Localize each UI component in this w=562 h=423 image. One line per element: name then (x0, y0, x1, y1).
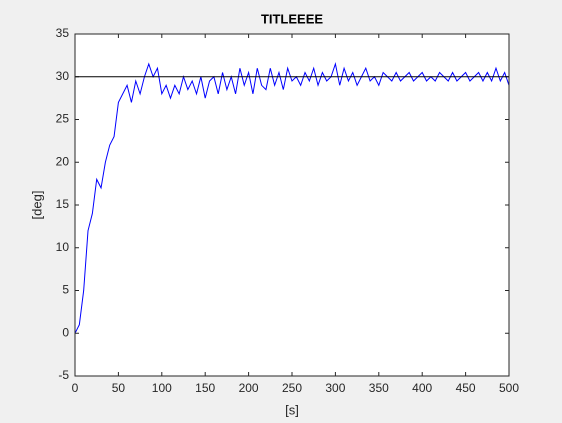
y-tick-label: 5 (62, 283, 69, 297)
y-tick-label: 0 (62, 325, 69, 339)
data-line (74, 62, 510, 334)
x-tick-label: 150 (195, 381, 215, 395)
x-axis-label: [s] (285, 402, 299, 417)
axes-frame (74, 33, 510, 377)
x-tick-label: 0 (72, 381, 79, 395)
y-tick-label: -5 (58, 368, 69, 382)
axes-background (75, 34, 509, 376)
y-tick-label: 30 (56, 69, 70, 83)
x-tick-label: 350 (369, 381, 389, 395)
y-tick-label: 35 (56, 26, 70, 40)
x-tick-label: 250 (282, 381, 302, 395)
x-tick-label: 100 (152, 381, 172, 395)
x-tick-label: 400 (412, 381, 432, 395)
x-tick-label: 500 (499, 381, 519, 395)
y-tick-label: 25 (56, 112, 70, 126)
x-tick-label: 450 (456, 381, 476, 395)
y-tick-label: 10 (56, 240, 70, 254)
chart-title: TITLEEEE (261, 11, 323, 26)
y-tick-label: 15 (56, 197, 70, 211)
x-tick-label: 300 (325, 381, 345, 395)
y-axis-label: [deg] (29, 191, 44, 220)
y-tick-label: 20 (56, 154, 70, 168)
x-tick-label: 200 (239, 381, 259, 395)
x-tick-label: 50 (112, 381, 126, 395)
